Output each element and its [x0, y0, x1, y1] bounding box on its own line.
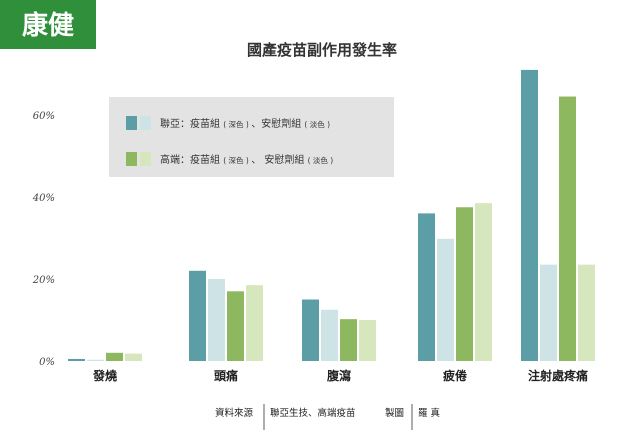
bar: [227, 291, 244, 361]
bar: [246, 285, 263, 361]
y-tick-label: 20%: [32, 275, 55, 286]
bar: [87, 359, 104, 361]
source-value: 聯亞生技、高端疫苗: [270, 407, 356, 419]
bar: [68, 358, 85, 361]
bar: [208, 279, 225, 361]
bar: [540, 264, 557, 361]
category-label: 頭痛: [214, 368, 238, 383]
chart-title: 國產疫苗副作用發生率: [247, 41, 397, 59]
bar: [418, 213, 435, 361]
credit-label: 製圖: [385, 407, 404, 419]
logo-badge: [0, 0, 96, 49]
legend-swatch: [140, 116, 151, 130]
bar: [189, 270, 206, 361]
y-tick-label: 60%: [33, 111, 55, 122]
legend-swatch: [140, 152, 151, 166]
bar: [340, 319, 357, 361]
category-label: 腹瀉: [327, 368, 351, 383]
x-axis: 發燒 頭痛 腹瀉 疲倦 注射處疼痛: [92, 368, 588, 383]
credit-value: 羅 真: [418, 407, 440, 419]
bar: [106, 352, 123, 361]
bar: [521, 69, 538, 362]
footer: 資料來源 聯亞生技、高端疫苗 製圖 羅 真: [215, 404, 440, 430]
legend-box: [109, 97, 394, 177]
category-label: 注射處疼痛: [528, 368, 588, 383]
bar: [437, 238, 454, 361]
bar: [578, 264, 595, 361]
bar: [321, 309, 338, 361]
bar: [456, 207, 473, 361]
bar: [302, 299, 319, 361]
y-tick-label: 0%: [39, 357, 55, 368]
legend: 聯亞：疫苗組 ( 深色 ) 、安慰劑組 ( 淡色 ) 高端：疫苗組 ( 深色 )…: [126, 116, 333, 166]
bars-layer: [68, 69, 595, 362]
legend-swatch: [126, 152, 137, 166]
logo-text: 康健: [22, 10, 74, 41]
source-label: 資料來源: [215, 407, 254, 419]
y-axis: 0% 20% 40% 60%: [32, 111, 55, 368]
category-label: 疲倦: [443, 368, 467, 383]
legend-swatch: [126, 116, 137, 130]
category-label: 發燒: [92, 368, 117, 383]
bar: [359, 320, 376, 361]
legend-label: 聯亞：疫苗組 ( 深色 ) 、安慰劑組 ( 淡色 ): [160, 117, 330, 130]
y-tick-label: 40%: [32, 193, 55, 204]
legend-label: 高端：疫苗組 ( 深色 ) 、 安慰劑組 ( 淡色 ): [160, 153, 333, 166]
bar: [125, 353, 142, 361]
bar: [475, 203, 492, 361]
bar: [559, 96, 576, 362]
